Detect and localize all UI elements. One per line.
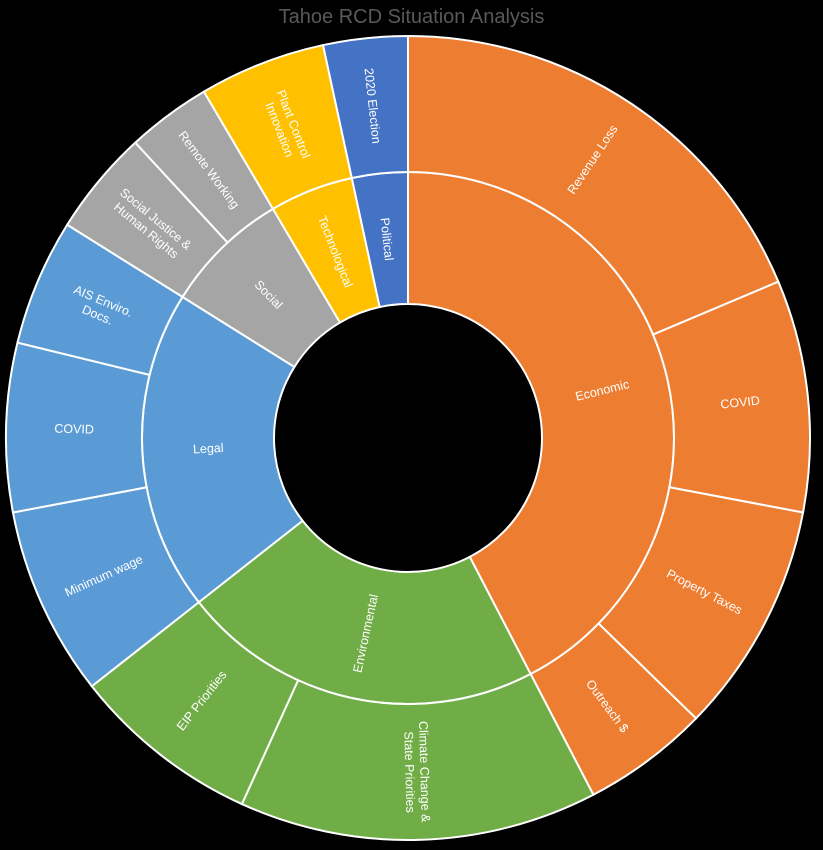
label-environmental-climate-change-state-priorities: Climate Change &State Priorities bbox=[401, 721, 433, 824]
label-economic-covid: COVID bbox=[720, 393, 761, 411]
label-political: Political bbox=[377, 217, 395, 261]
chart-title: Tahoe RCD Situation Analysis bbox=[278, 6, 545, 28]
label-legal: Legal bbox=[193, 441, 224, 457]
ring-outer-political-2020-election bbox=[321, 34, 409, 180]
ring-outer-economic-revenue-loss bbox=[407, 34, 780, 336]
label-legal-covid: COVID bbox=[54, 422, 94, 437]
